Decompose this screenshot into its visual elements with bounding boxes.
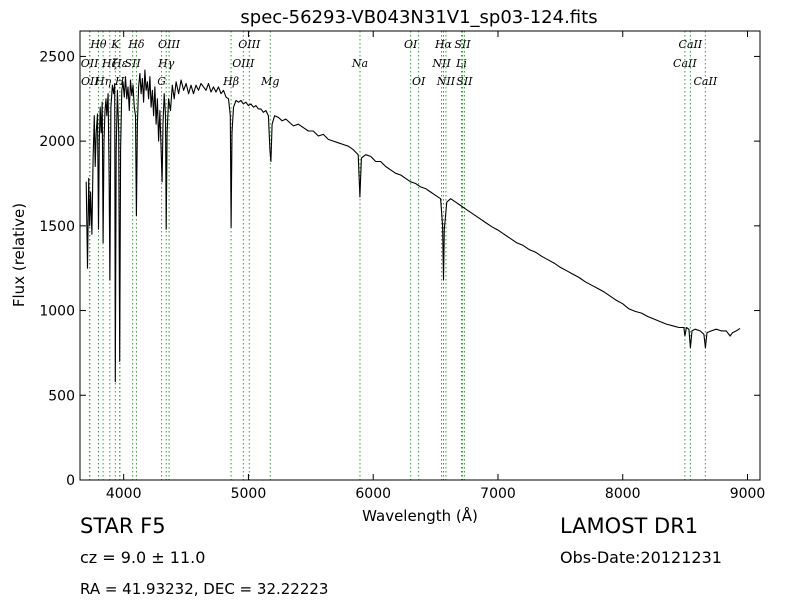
emission-line-markers: OIIOIIHθHηHζKHHεSIIHδGHγOIIIHβOIIIOIIIMg…	[81, 31, 718, 480]
line-label-15: OIII	[238, 38, 261, 51]
x-tick-label: 7000	[480, 486, 516, 502]
line-label-24: SII	[454, 38, 471, 51]
line-label-18: OI	[404, 38, 418, 51]
redshift-text: cz = 9.0 ± 11.0	[80, 548, 206, 567]
line-label-22: NII	[436, 75, 456, 88]
line-label-26: CaII	[673, 57, 697, 70]
plot-frame	[79, 30, 761, 481]
line-label-28: CaII	[694, 75, 718, 88]
line-label-20: NII	[431, 57, 451, 70]
line-label-12: OIII	[158, 38, 181, 51]
y-axis-label: Flux (relative)	[10, 203, 28, 307]
y-tick-label: 500	[48, 388, 75, 404]
observation-date: Obs-Date:20121231	[560, 548, 722, 567]
x-tick-label: 9000	[730, 486, 766, 502]
line-label-8: SII	[125, 57, 142, 70]
line-label-17: Na	[351, 57, 368, 70]
x-axis-label: Wavelength (Å)	[362, 506, 478, 525]
object-class: STAR F5	[80, 514, 166, 538]
chart-title: spec-56293-VB043N31V1_sp03-124.fits	[240, 7, 597, 28]
line-label-4: Hζ	[101, 57, 119, 70]
line-label-21: Hα	[434, 38, 453, 51]
line-label-27: CaII	[679, 38, 703, 51]
spectrum-line	[85, 69, 741, 383]
x-tick-label: 8000	[605, 486, 641, 502]
line-label-23: Li	[455, 57, 467, 70]
x-axis: 4000 5000 6000 7000 8000 9000	[106, 31, 765, 502]
line-label-7: Hε	[111, 57, 128, 70]
y-tick-label: 0	[66, 473, 75, 489]
y-tick-label: 1000	[39, 304, 75, 320]
x-tick-label: 4000	[106, 486, 142, 502]
line-label-19: OI	[412, 75, 426, 88]
line-label-11: Hγ	[157, 57, 175, 70]
line-label-25: SII	[456, 75, 473, 88]
x-tick-label: 6000	[355, 486, 391, 502]
line-label-6: H	[114, 75, 125, 88]
x-tick-label: 5000	[231, 486, 267, 502]
y-tick-label: 2000	[39, 134, 75, 150]
y-tick-label: 1500	[39, 219, 75, 235]
line-label-13: Hβ	[222, 75, 239, 88]
line-label-1: OII	[81, 75, 99, 88]
line-label-2: Hθ	[89, 38, 107, 51]
line-label-14: OIII	[232, 57, 255, 70]
y-axis: 0 500 1000 1500 2000 2500	[39, 49, 760, 489]
y-tick-label: 2500	[39, 49, 75, 65]
line-label-3: Hη	[94, 75, 112, 88]
line-label-10: G	[157, 75, 166, 88]
line-label-16: Mg	[260, 75, 279, 88]
line-label-5: K	[110, 38, 120, 51]
line-label-9: Hδ	[127, 38, 145, 51]
survey-name: LAMOST DR1	[560, 514, 699, 538]
ra-dec: RA = 41.93232, DEC = 32.22223	[80, 580, 329, 598]
